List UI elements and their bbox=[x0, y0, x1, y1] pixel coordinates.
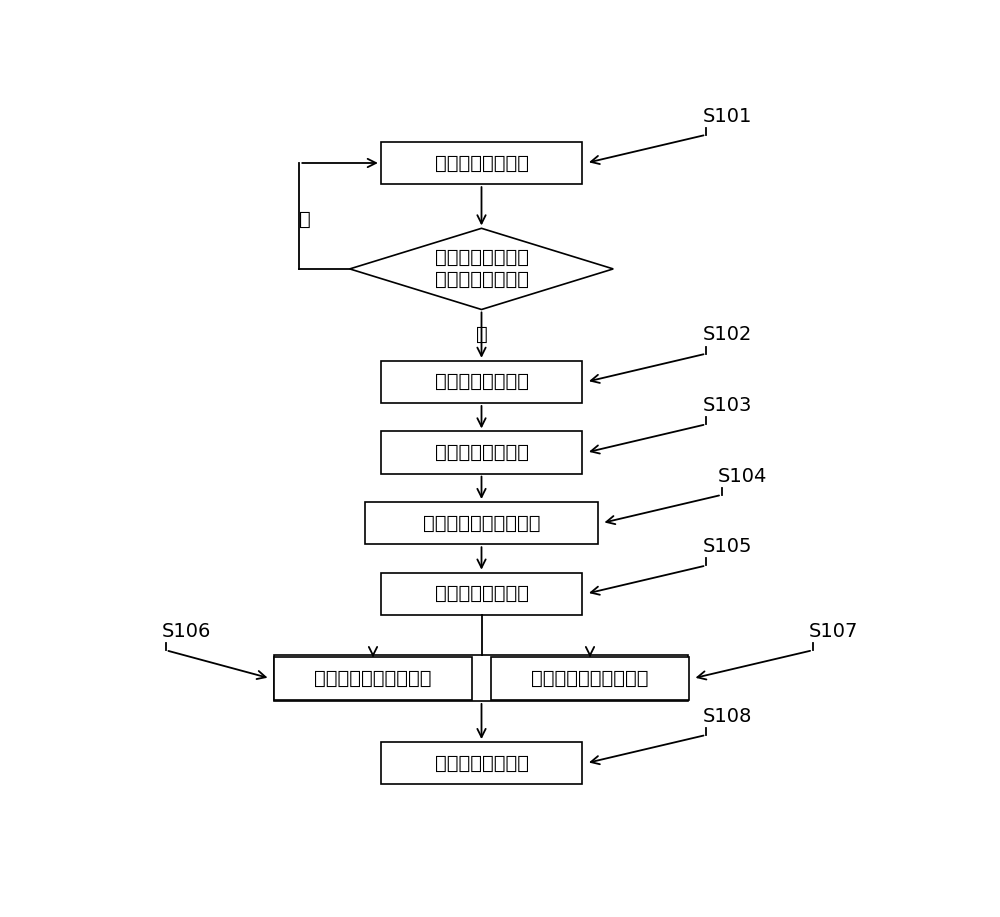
Text: 执行唤醒检测操作: 执行唤醒检测操作 bbox=[434, 372, 528, 392]
Text: 执行第二调色确认操作: 执行第二调色确认操作 bbox=[531, 668, 649, 688]
Text: S107: S107 bbox=[809, 622, 858, 641]
Text: 执行工作模式切换操作: 执行工作模式切换操作 bbox=[423, 514, 540, 533]
FancyBboxPatch shape bbox=[491, 657, 689, 700]
FancyBboxPatch shape bbox=[274, 657, 472, 700]
Text: S106: S106 bbox=[162, 622, 211, 641]
FancyBboxPatch shape bbox=[381, 572, 582, 615]
Text: 是: 是 bbox=[476, 326, 487, 345]
Text: S103: S103 bbox=[702, 396, 752, 415]
Text: S101: S101 bbox=[702, 106, 752, 126]
Text: S108: S108 bbox=[702, 707, 752, 725]
Text: 获取第一语音指令: 获取第一语音指令 bbox=[434, 153, 528, 172]
FancyBboxPatch shape bbox=[381, 142, 582, 184]
FancyBboxPatch shape bbox=[365, 502, 598, 545]
FancyBboxPatch shape bbox=[381, 431, 582, 474]
Text: 执行调色下料操作: 执行调色下料操作 bbox=[434, 754, 528, 773]
FancyBboxPatch shape bbox=[381, 742, 582, 784]
Text: S104: S104 bbox=[718, 467, 767, 486]
Polygon shape bbox=[350, 228, 613, 310]
Text: 判断所述终端是否
处于语音控制状态: 判断所述终端是否 处于语音控制状态 bbox=[434, 249, 528, 290]
Text: 否: 否 bbox=[299, 210, 311, 229]
Text: 执行第一调色确认操作: 执行第一调色确认操作 bbox=[314, 668, 432, 688]
Text: 获取第二语音指令: 获取第二语音指令 bbox=[434, 443, 528, 462]
Text: 获取第三语音指令: 获取第三语音指令 bbox=[434, 584, 528, 603]
FancyBboxPatch shape bbox=[381, 360, 582, 403]
Text: S105: S105 bbox=[702, 537, 752, 557]
Text: S102: S102 bbox=[702, 326, 752, 345]
